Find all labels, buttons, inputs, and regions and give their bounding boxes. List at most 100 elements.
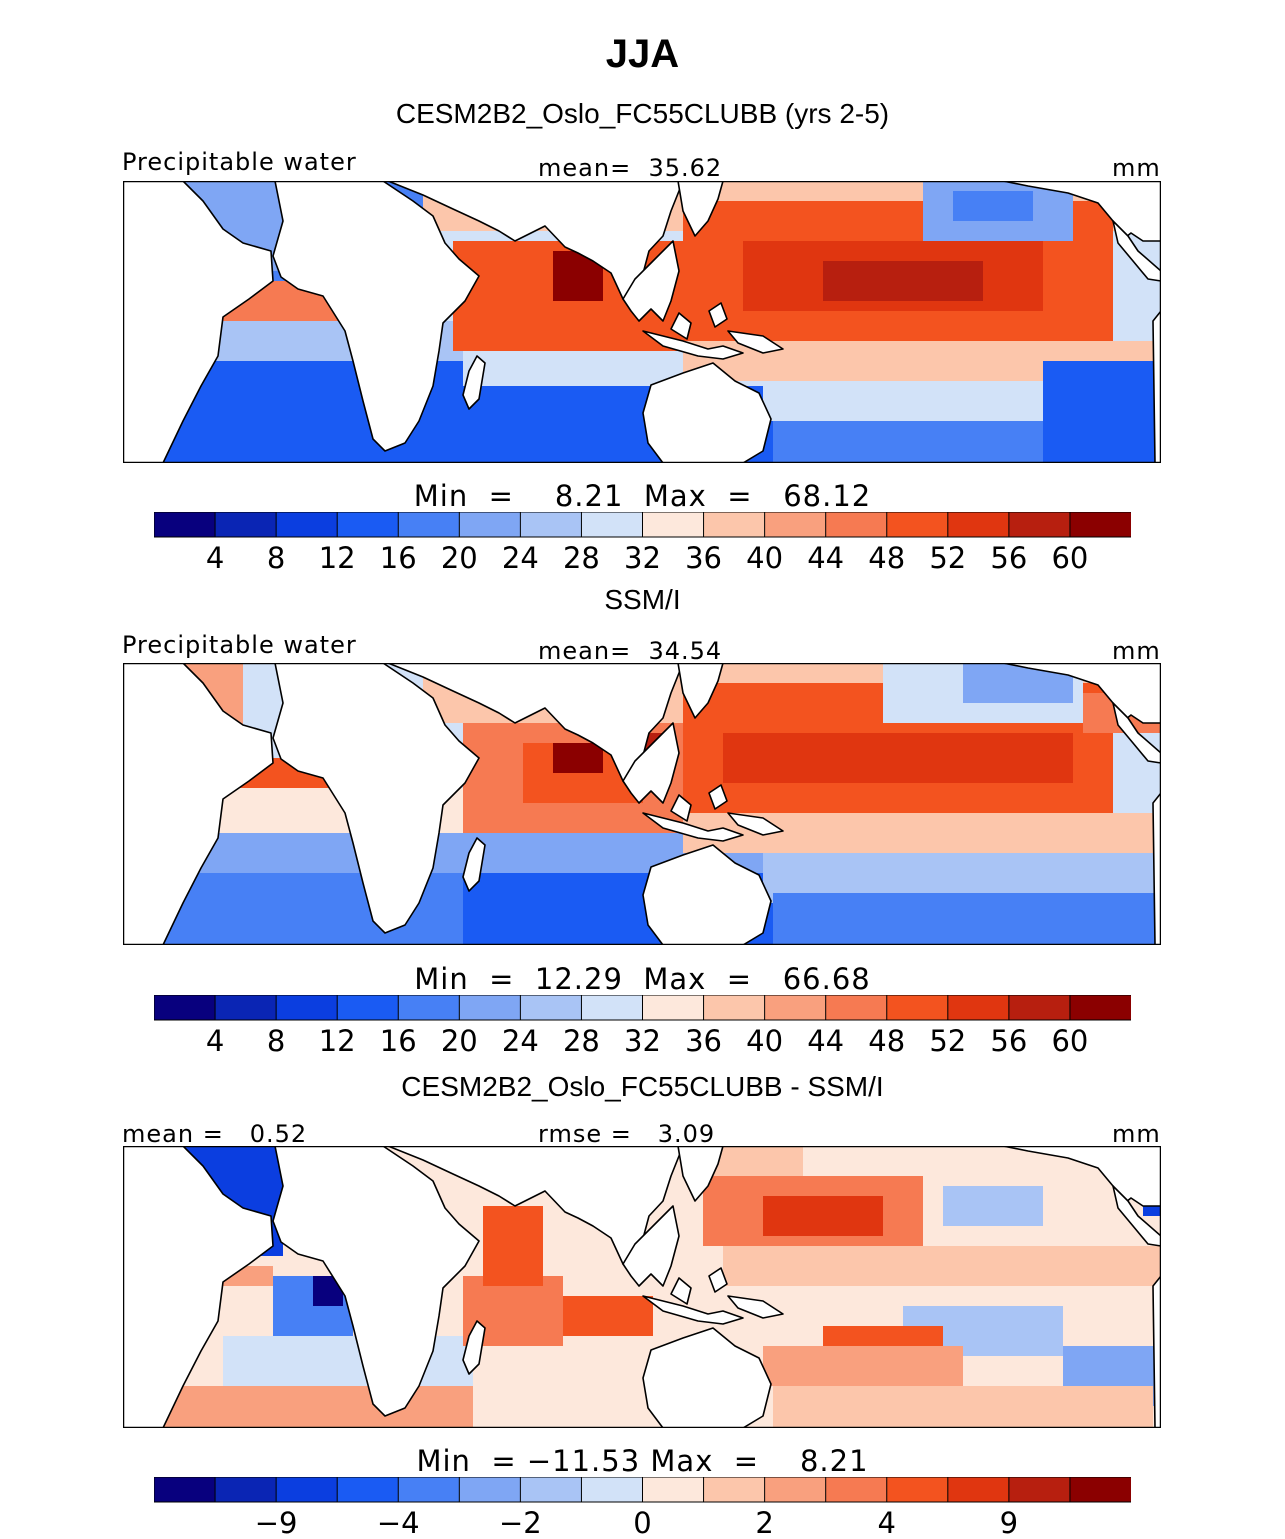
colorbar-swatch (275, 512, 339, 538)
colorbar-swatch (458, 1477, 522, 1503)
colorbar-tick-label: 4 (206, 541, 224, 574)
colorbar-tick-label: 0 (633, 1506, 651, 1539)
panel-model-title: CESM2B2_Oslo_FC55CLUBB (yrs 2-5) (395, 98, 890, 129)
colorbar-tick-label: 40 (746, 541, 783, 574)
colorbar-swatch (947, 1477, 1010, 1503)
colorbar-swatch (214, 512, 278, 538)
colorbar-swatch (1069, 512, 1131, 538)
colorbar-diff: −9 −4 −2 0 2 4 9 (154, 1477, 1131, 1539)
colorbar-swatch (1008, 995, 1071, 1021)
colorbar-tick-label: 20 (441, 541, 478, 574)
map-model (123, 181, 1161, 463)
panel-diff-mean: mean = 0.52 (122, 1120, 308, 1148)
colorbar-swatch (519, 1477, 583, 1503)
colorbar-swatch (580, 512, 644, 538)
colorbar-swatch (397, 1477, 461, 1503)
colorbar-tick-label: −2 (499, 1506, 542, 1539)
colorbar-swatch (886, 512, 949, 538)
panel-model-mean: mean= 35.62 (538, 154, 723, 182)
colorbar-tick-label: 8 (267, 541, 285, 574)
map-diff (123, 1146, 1161, 1428)
colorbar-tick-label: 44 (807, 1024, 844, 1057)
colorbar-swatch (1008, 512, 1071, 538)
colorbar-swatch (1008, 1477, 1071, 1503)
colorbar-swatch (764, 995, 827, 1021)
colorbar-tick-label: 24 (502, 541, 539, 574)
panel-obs-minmax: Min = 12.29 Max = 66.68 (414, 962, 871, 996)
colorbar-swatch (703, 1477, 766, 1503)
colorbar-swatch (336, 512, 400, 538)
colorbar-swatch (947, 995, 1010, 1021)
colorbar-swatch (397, 995, 461, 1021)
colorbar-tick-label: 52 (929, 1024, 966, 1057)
panel-obs-field-label: Precipitable water (122, 631, 357, 659)
figure-title: JJA (605, 32, 680, 76)
colorbar-model: 4 8 12 16 20 24 28 32 36 40 44 48 52 56 60 (154, 512, 1131, 574)
colorbar-tick-label: 60 (1051, 1024, 1088, 1057)
colorbar-swatch (214, 995, 278, 1021)
colorbar-obs: 4 8 12 16 20 24 28 32 36 40 44 48 52 56 60 (154, 995, 1131, 1057)
colorbar-tick-label: 48 (868, 541, 905, 574)
colorbar-swatch (825, 512, 888, 538)
colorbar-swatch (642, 512, 705, 538)
colorbar-tick-label: 56 (990, 541, 1027, 574)
colorbar-swatch (764, 1477, 827, 1503)
colorbar-swatch (519, 512, 583, 538)
colorbar-swatch (703, 995, 766, 1021)
colorbar-swatch (154, 995, 217, 1021)
colorbar-tick-label: 52 (929, 541, 966, 574)
colorbar-tick-label: 32 (624, 1024, 661, 1057)
colorbar-swatch (336, 995, 400, 1021)
panel-model-field-label: Precipitable water (122, 148, 357, 176)
colorbar-tick-label: 4 (206, 1024, 224, 1057)
colorbar-tick-label: 16 (380, 1024, 417, 1057)
colorbar-swatch (642, 995, 705, 1021)
colorbar-tick-label: 12 (319, 1024, 356, 1057)
colorbar-tick-label: 56 (990, 1024, 1027, 1057)
colorbar-tick-label: 16 (380, 541, 417, 574)
panel-obs-title: SSM/I (604, 584, 681, 615)
panel-diff-minmax: Min = −11.53 Max = 8.21 (416, 1444, 869, 1478)
colorbar-tick-label: 36 (685, 1024, 722, 1057)
colorbar-swatch (519, 995, 583, 1021)
colorbar-swatch (580, 1477, 644, 1503)
colorbar-swatch (154, 1477, 217, 1503)
colorbar-swatch (825, 995, 888, 1021)
colorbar-swatch (397, 512, 461, 538)
colorbar-tick-label: 2 (755, 1506, 773, 1539)
colorbar-swatch (214, 1477, 278, 1503)
colorbar-tick-label: 40 (746, 1024, 783, 1057)
map-obs (123, 663, 1161, 945)
colorbar-swatch (275, 995, 339, 1021)
colorbar-tick-label: 44 (807, 541, 844, 574)
panel-diff-title: CESM2B2_Oslo_FC55CLUBB - SSM/I (401, 1071, 884, 1102)
colorbar-swatch (703, 512, 766, 538)
colorbar-swatch (458, 512, 522, 538)
colorbar-tick-label: 48 (868, 1024, 905, 1057)
colorbar-tick-label: −4 (377, 1506, 420, 1539)
colorbar-swatch (947, 512, 1010, 538)
colorbar-swatch (886, 1477, 949, 1503)
colorbar-swatch (642, 1477, 705, 1503)
colorbar-swatch (1069, 1477, 1131, 1503)
panel-diff-rmse: rmse = 3.09 (538, 1120, 716, 1148)
colorbar-swatch (336, 1477, 400, 1503)
colorbar-tick-label: 24 (502, 1024, 539, 1057)
colorbar-swatch (275, 1477, 339, 1503)
colorbar-tick-label: 28 (563, 541, 600, 574)
colorbar-swatch (580, 995, 644, 1021)
colorbar-tick-label: 60 (1051, 541, 1088, 574)
colorbar-tick-label: 28 (563, 1024, 600, 1057)
colorbar-tick-label: 20 (441, 1024, 478, 1057)
colorbar-tick-label: 4 (878, 1506, 896, 1539)
colorbar-swatch (764, 512, 827, 538)
colorbar-tick-label: 12 (319, 541, 356, 574)
panel-model-minmax: Min = 8.21 Max = 68.12 (413, 479, 872, 513)
colorbar-swatch (458, 995, 522, 1021)
colorbar-swatch (154, 512, 217, 538)
panel-model-units: mm (1112, 154, 1161, 182)
colorbar-tick-label: −9 (255, 1506, 298, 1539)
panel-obs-units: mm (1112, 637, 1161, 665)
colorbar-swatch (825, 1477, 888, 1503)
